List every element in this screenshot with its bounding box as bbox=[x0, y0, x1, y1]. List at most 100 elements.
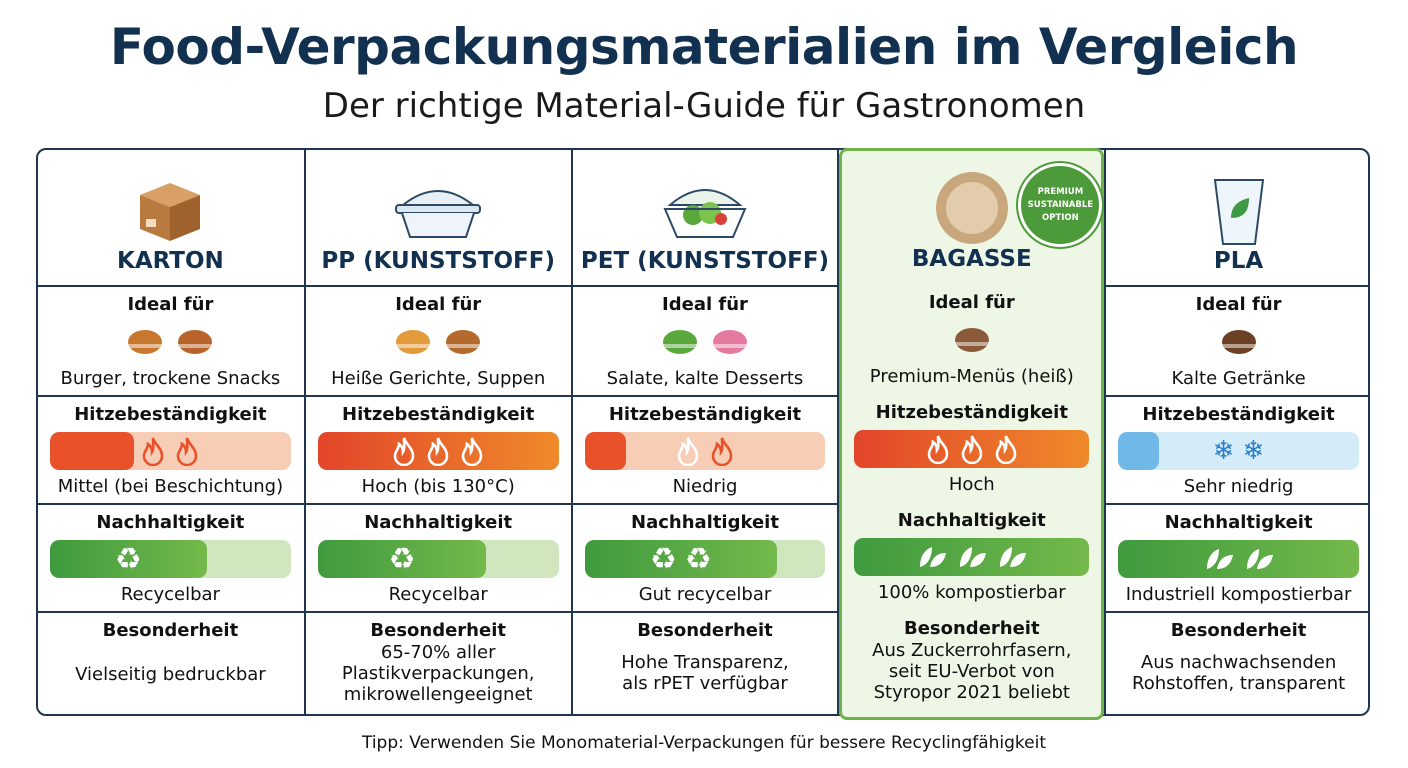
sustain-icons: ♻ bbox=[114, 541, 142, 577]
sustain-fill bbox=[317, 540, 487, 578]
heat-icons bbox=[585, 432, 826, 470]
row-label: Hitzebeständigkeit bbox=[74, 404, 267, 425]
column-divider bbox=[1104, 150, 1107, 714]
material-name: BAGASSE bbox=[911, 246, 1032, 272]
sustain-fill bbox=[854, 538, 1090, 576]
badge-text: SUSTAINABLE bbox=[1027, 199, 1094, 210]
footer-tip: Tipp: Verwenden Sie Monomaterial-Verpack… bbox=[361, 733, 1047, 753]
heat-fill bbox=[1118, 432, 1160, 470]
column-divider bbox=[570, 150, 573, 714]
ideal-text: Salate, kalte Desserts bbox=[606, 368, 804, 389]
material-name: PET (KUNSTSTOFF) bbox=[580, 248, 830, 274]
row-label: Nachhaltigkeit bbox=[1164, 512, 1313, 533]
heat-text: Niedrig bbox=[672, 476, 738, 497]
sustain-bar bbox=[1118, 540, 1359, 578]
row-divider bbox=[38, 285, 1368, 287]
row-label: Hitzebeständigkeit bbox=[1142, 404, 1335, 425]
special-line: als rPET verfügbar bbox=[622, 673, 788, 694]
special-text: Aus Zuckerrohrfasern, seit EU-Verbot von S… bbox=[842, 640, 1101, 703]
row-divider bbox=[38, 611, 1368, 613]
sustain-bar bbox=[854, 538, 1090, 576]
row-label: Ideal für bbox=[1195, 294, 1282, 315]
material-icon bbox=[573, 170, 838, 250]
sustain-icons: ♻ ♻ bbox=[650, 541, 712, 577]
row-label: Nachhaltigkeit bbox=[96, 512, 245, 533]
row-divider bbox=[38, 395, 1368, 397]
heat-bar: ❄ ❄ bbox=[1118, 432, 1359, 470]
material-icon bbox=[842, 168, 1101, 248]
heat-icons bbox=[50, 432, 291, 470]
special-text: Vielseitig bedruckbar bbox=[38, 664, 303, 685]
material-icon bbox=[1106, 170, 1371, 250]
sustain-icons: ♻ bbox=[388, 541, 416, 577]
heat-fill bbox=[50, 432, 135, 470]
column-divider bbox=[837, 150, 840, 714]
sustain-icons bbox=[1118, 540, 1359, 578]
heat-text: Hoch (bis 130°C) bbox=[361, 476, 515, 497]
ideal-icons bbox=[1106, 322, 1371, 356]
row-label: Besonderheit bbox=[102, 620, 239, 641]
material-name: PLA bbox=[1213, 248, 1264, 274]
heat-icons bbox=[318, 432, 559, 470]
special-line: 65-70% aller bbox=[380, 642, 496, 663]
row-label: Hitzebeständigkeit bbox=[342, 404, 535, 425]
column: PET (KUNSTSTOFF) Ideal für Salate, kalte D… bbox=[573, 150, 838, 714]
ideal-icons bbox=[38, 322, 303, 356]
row-label: Nachhaltigkeit bbox=[631, 512, 779, 533]
comparison-table: KARTON Ideal für Burger, trockene Snacks Hi… bbox=[36, 148, 1371, 720]
heat-bar bbox=[854, 430, 1090, 468]
row-label: Ideal für bbox=[395, 294, 482, 315]
sustain-text: Recycelbar bbox=[120, 584, 220, 605]
material-icon bbox=[306, 170, 571, 250]
heat-icons bbox=[854, 430, 1089, 468]
material-name: KARTON bbox=[117, 248, 224, 274]
ideal-text: Burger, trockene Snacks bbox=[60, 368, 281, 389]
row-label: Hitzebeständigkeit bbox=[875, 402, 1068, 423]
heat-bar bbox=[50, 432, 291, 470]
row-label: Nachhaltigkeit bbox=[364, 512, 513, 533]
special-line: mikrowellengeeignet bbox=[343, 684, 533, 705]
sustain-fill bbox=[1118, 540, 1359, 578]
row-label: Besonderheit bbox=[370, 620, 506, 641]
subtitle: Der richtige Material-Guide für Gastrono… bbox=[322, 86, 1086, 126]
badge-text: PREMIUM bbox=[1037, 186, 1084, 197]
special-line: Hohe Transparenz, bbox=[621, 652, 789, 673]
sustain-bar: ♻ ♻ bbox=[584, 540, 826, 578]
row-label: Ideal für bbox=[127, 294, 214, 315]
special-line: Aus Zuckerrohrfasern, bbox=[872, 640, 1072, 661]
special-line: Vielseitig bedruckbar bbox=[75, 664, 266, 685]
ideal-text: Premium-Menüs (heiß) bbox=[869, 366, 1074, 387]
sustain-bar: ♻ bbox=[317, 540, 559, 578]
special-line: Aus nachwachsenden bbox=[1140, 652, 1337, 673]
ideal-text: Heiße Gerichte, Suppen bbox=[331, 368, 546, 389]
ideal-icons bbox=[306, 322, 571, 356]
column: PREMIUM SUSTAINABLE OPTION BAGASSE Ideal für… bbox=[839, 148, 1105, 720]
special-text: Hohe Transparenz, als rPET verfügbar bbox=[573, 652, 838, 694]
sustain-bar: ♻ bbox=[50, 540, 291, 578]
sustain-text: 100% kompostierbar bbox=[877, 582, 1066, 603]
sustain-fill bbox=[50, 540, 207, 578]
column: PLA Ideal für Kalte Getränke Hitzebeständig… bbox=[1106, 150, 1371, 714]
badge: PREMIUM SUSTAINABLE OPTION bbox=[1018, 163, 1103, 247]
row-label: Ideal für bbox=[928, 292, 1015, 313]
special-line: Plastikverpackungen, bbox=[341, 663, 535, 684]
sustain-text: Recycelbar bbox=[388, 584, 488, 605]
heat-text: Sehr niedrig bbox=[1183, 476, 1294, 497]
sustain-icons bbox=[854, 538, 1089, 576]
sustain-text: Gut recycelbar bbox=[638, 584, 772, 605]
heat-fill bbox=[584, 432, 626, 470]
ideal-text: Kalte Getränke bbox=[1171, 368, 1306, 389]
title: Food-Verpackungsmaterialien im Vergleich bbox=[109, 18, 1299, 76]
row-divider bbox=[38, 503, 1368, 505]
heat-text: Mittel (bei Beschichtung) bbox=[57, 476, 284, 497]
ideal-icons bbox=[842, 320, 1101, 354]
heat-icons: ❄ ❄ bbox=[1212, 436, 1265, 466]
special-text: 65-70% aller Plastikverpackungen, mikrowel… bbox=[306, 642, 571, 705]
column: PP (KUNSTSTOFF) Ideal für Heiße Gerichte, … bbox=[306, 150, 571, 714]
special-line: Styropor 2021 beliebt bbox=[873, 682, 1070, 703]
row-label: Hitzebeständigkeit bbox=[608, 404, 802, 425]
sustain-fill bbox=[584, 540, 778, 578]
special-line: Rohstoffen, transparent bbox=[1132, 673, 1346, 694]
heat-bar bbox=[317, 432, 559, 470]
heat-bar bbox=[584, 432, 826, 470]
